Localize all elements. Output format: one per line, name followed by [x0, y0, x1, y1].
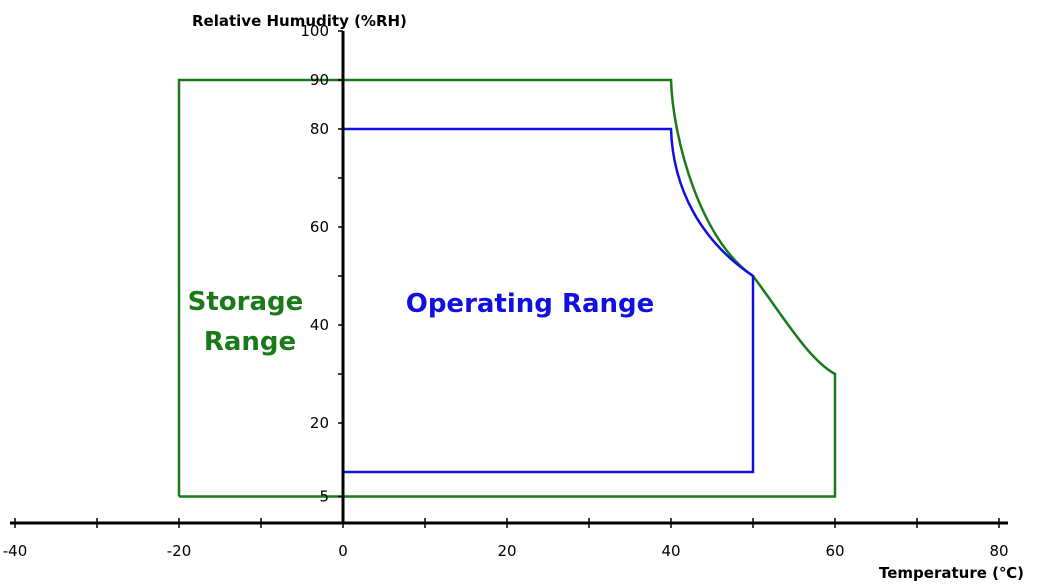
- y-axis-title: Relative Humudity (%RH): [192, 12, 407, 30]
- operating-range-label-line1: Operating Range: [406, 289, 655, 319]
- storage-range-label-line1: Storage: [188, 287, 304, 317]
- x-tick-label: 40: [661, 542, 680, 560]
- storage-range-label: Storage Range: [188, 287, 313, 357]
- x-ticks: -40 -20 0 20 40 60 80: [3, 518, 1009, 560]
- y-tick-label: 90: [310, 71, 329, 89]
- y-tick-label: 60: [310, 218, 329, 236]
- y-tick-label: 20: [310, 414, 329, 432]
- storage-range-label-line2: Range: [204, 327, 296, 357]
- operating-range-boundary: [341, 127, 755, 474]
- range-regions: [177, 78, 837, 498]
- x-tick-label: 20: [497, 542, 516, 560]
- x-tick-label: 60: [825, 542, 844, 560]
- y-tick-label: 40: [310, 316, 329, 334]
- y-ticks: 5 20 40 60 80 90 100: [300, 22, 343, 506]
- x-tick-label: 0: [338, 542, 348, 560]
- x-tick-label: 80: [989, 542, 1008, 560]
- operating-range-label: Operating Range: [406, 289, 655, 319]
- y-tick-label: 5: [319, 488, 329, 506]
- axes: [10, 31, 1008, 525]
- y-tick-label: 100: [300, 22, 329, 40]
- x-tick-label: -40: [3, 542, 28, 560]
- x-axis-title: Temperature (℃): [879, 564, 1024, 582]
- x-tick-label: -20: [167, 542, 192, 560]
- y-tick-label: 80: [310, 120, 329, 138]
